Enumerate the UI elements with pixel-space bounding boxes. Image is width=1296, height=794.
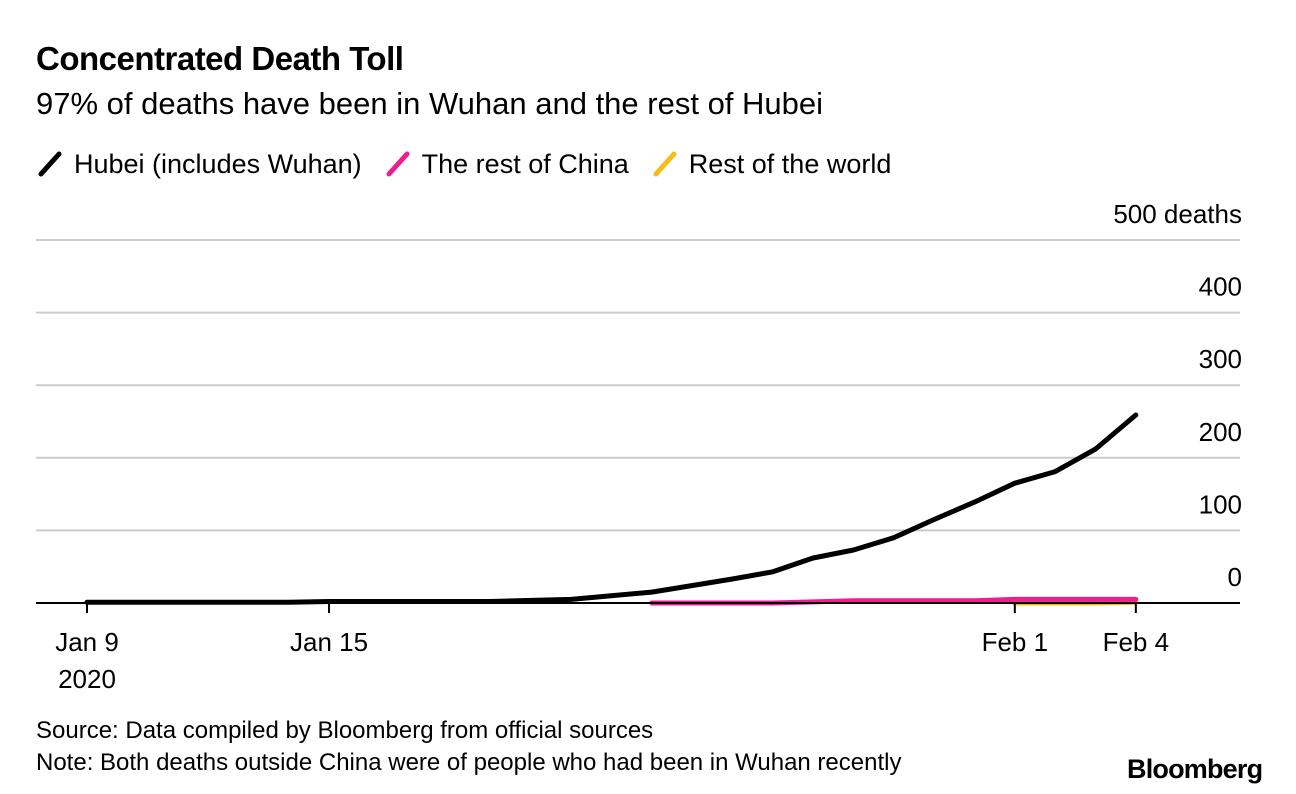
chart-subtitle: 97% of deaths have been in Wuhan and the… <box>36 86 824 121</box>
legend-label-rest-of-china: The rest of China <box>421 148 629 179</box>
y-tick-label-500: 500 deaths <box>1113 199 1242 229</box>
x-tick-label-feb-4: Feb 4 <box>1103 627 1170 657</box>
legend-item-hubei: Hubei (includes Wuhan) <box>36 149 362 180</box>
legend-label-rest-of-world: Rest of the world <box>688 148 892 179</box>
y-tick-label-400: 400 <box>1199 272 1242 302</box>
legend-swatch-rest-of-world <box>653 151 677 177</box>
y-tick-label-300: 300 <box>1199 344 1242 374</box>
legend-item-rest-of-world: Rest of the world <box>651 148 892 180</box>
legend-item-rest-of-china: The rest of China <box>384 149 629 180</box>
x-tick-label-feb-1: Feb 1 <box>982 627 1049 657</box>
series-line-hubei-includes-wuhan <box>84 412 1139 605</box>
x-tick-label-jan-9: Jan 9 <box>55 627 119 657</box>
bloomberg-logo: Bloomberg <box>1127 754 1263 784</box>
x-tick-label-jan-15: Jan 15 <box>290 627 368 657</box>
footnote: Note: Both deaths outside China were of … <box>36 749 902 776</box>
y-tick-label-0: 0 <box>1228 562 1242 592</box>
legend-swatch-hubei <box>38 151 62 177</box>
chart-title: Concentrated Death Toll <box>36 40 404 77</box>
x-tick-sublabel-year: 2020 <box>58 664 116 694</box>
y-tick-label-200: 200 <box>1199 417 1242 447</box>
legend-label-hubei: Hubei (includes Wuhan) <box>74 148 362 179</box>
legend-swatch-rest-of-china <box>386 151 410 177</box>
y-tick-label-100: 100 <box>1199 489 1242 519</box>
source-note: Source: Data compiled by Bloomberg from … <box>36 717 654 744</box>
legend: Hubei (includes Wuhan) The rest of China… <box>36 146 913 182</box>
